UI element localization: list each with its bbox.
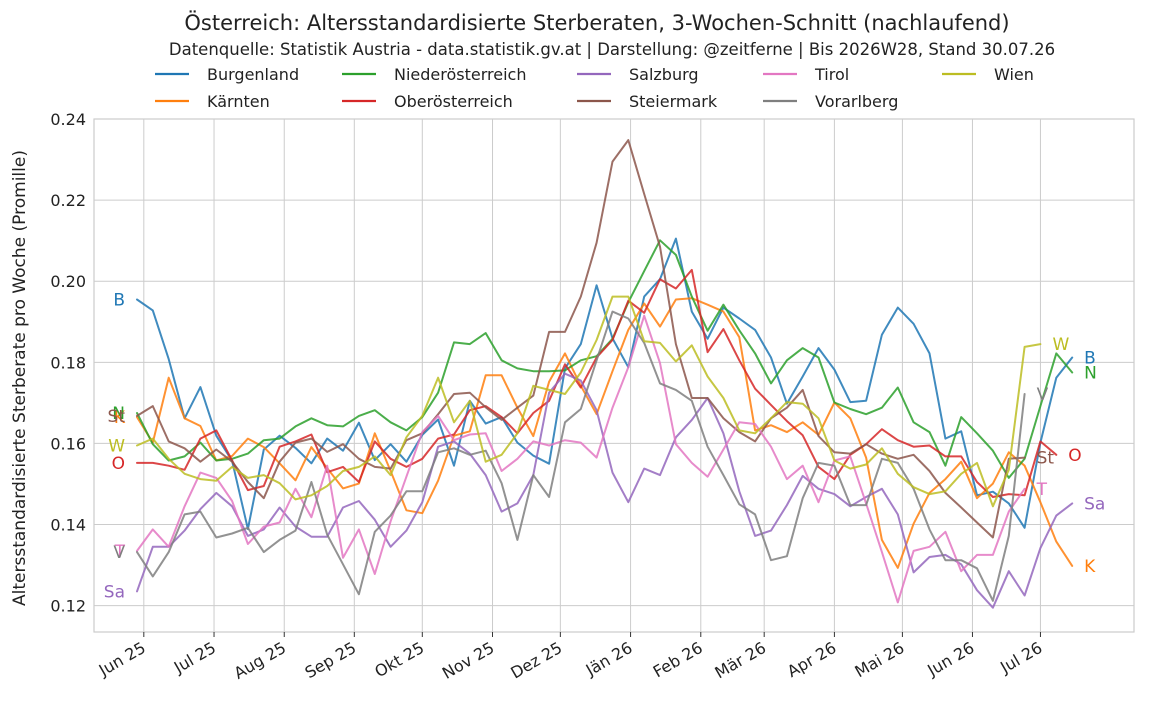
x-tick-label: Jän 26 [582, 638, 636, 680]
chart-title: Österreich: Altersstandardisierte Sterbe… [184, 10, 1009, 35]
legend-item-v: Vorarlberg [763, 92, 898, 111]
legend-label: Tirol [814, 65, 849, 84]
legend-label: Vorarlberg [815, 92, 898, 111]
legend-item-k: Kärnten [155, 92, 270, 111]
series-line-t [136, 314, 1026, 604]
y-tick-label: 0.24 [50, 110, 86, 129]
y-tick-label: 0.12 [50, 597, 86, 616]
end-label-v: V [1037, 385, 1049, 405]
legend-item-b: Burgenland [155, 65, 299, 84]
series-line-v [136, 310, 1026, 602]
y-tick-label: 0.22 [50, 191, 86, 210]
legend: Burgenland Kärnten Niederösterreich Oberöst… [155, 65, 1034, 111]
x-tick-label: Nov 25 [439, 638, 498, 683]
x-axis-ticks: Jun 25 Jul 25 Aug 25 Sep 25 Okt 25 Nov 25 Dez … [95, 632, 1045, 683]
series-line-b [136, 237, 1074, 530]
legend-item-st: Steiermark [577, 92, 718, 111]
end-label-b: B [1084, 348, 1096, 368]
series-line-k [136, 297, 1074, 569]
x-tick-label: Okt 25 [371, 638, 427, 681]
legend-item-t: Tirol [763, 65, 849, 84]
end-label-st: St [1037, 449, 1055, 469]
legend-label: Wien [994, 65, 1034, 84]
legend-label: Oberösterreich [394, 92, 513, 111]
start-label-t: T [114, 542, 126, 562]
x-tick-label: Jul 26 [996, 638, 1045, 677]
start-label-w: W [108, 436, 125, 456]
start-label-b: B [113, 290, 125, 310]
x-tick-label: Feb 26 [650, 638, 706, 681]
x-tick-label: Mär 26 [711, 638, 769, 682]
series-line-st [136, 139, 1026, 539]
y-tick-label: 0.18 [50, 353, 86, 372]
legend-label: Steiermark [629, 92, 718, 111]
end-label-sa: Sa [1084, 494, 1105, 514]
y-tick-label: 0.20 [50, 272, 86, 291]
end-label-n: N [1084, 363, 1097, 383]
series-line-o [136, 268, 1058, 498]
x-tick-label: Jul 25 [170, 638, 219, 677]
x-tick-label: Dez 25 [507, 638, 565, 682]
y-axis-label: Altersstandardisierte Sterberate pro Woc… [10, 150, 30, 606]
legend-label: Niederösterreich [394, 65, 526, 84]
end-label-w: W [1052, 335, 1069, 355]
legend-label: Salzburg [629, 65, 699, 84]
end-label-o: O [1068, 446, 1081, 466]
x-tick-label: Sep 25 [302, 638, 360, 682]
legend-item-sa: Salzburg [577, 65, 699, 84]
end-label-k: K [1084, 557, 1096, 577]
plot-frame [93, 118, 1135, 633]
start-label-st: St [108, 407, 126, 427]
series-line-sa [136, 372, 1074, 609]
x-tick-label: Jun 25 [95, 638, 149, 680]
legend-item-o: Oberösterreich [342, 92, 513, 111]
start-label-v: V [113, 543, 125, 563]
y-tick-label: 0.14 [50, 516, 86, 535]
legend-label: Burgenland [207, 65, 299, 84]
x-tick-label: Apr 26 [784, 638, 840, 681]
x-tick-label: Aug 25 [231, 638, 290, 683]
series-layer [136, 139, 1074, 609]
start-label-k: K [114, 408, 126, 428]
start-label-n: N [112, 404, 125, 424]
y-tick-label: 0.16 [50, 434, 86, 453]
start-label-sa: Sa [104, 582, 125, 602]
start-label-o: O [112, 454, 125, 474]
legend-label: Kärnten [207, 92, 270, 111]
chart-subtitle: Datenquelle: Statistik Austria - data.st… [169, 40, 1055, 59]
legend-item-w: Wien [942, 65, 1034, 84]
end-label-t: T [1036, 480, 1048, 500]
y-axis-ticks: 0.12 0.14 0.16 0.18 0.20 0.22 0.24 [50, 110, 86, 616]
x-tick-label: Mai 26 [852, 638, 908, 681]
x-tick-label: Jun 26 [923, 638, 977, 680]
legend-item-n: Niederösterreich [342, 65, 526, 84]
series-line-w [136, 295, 1042, 508]
